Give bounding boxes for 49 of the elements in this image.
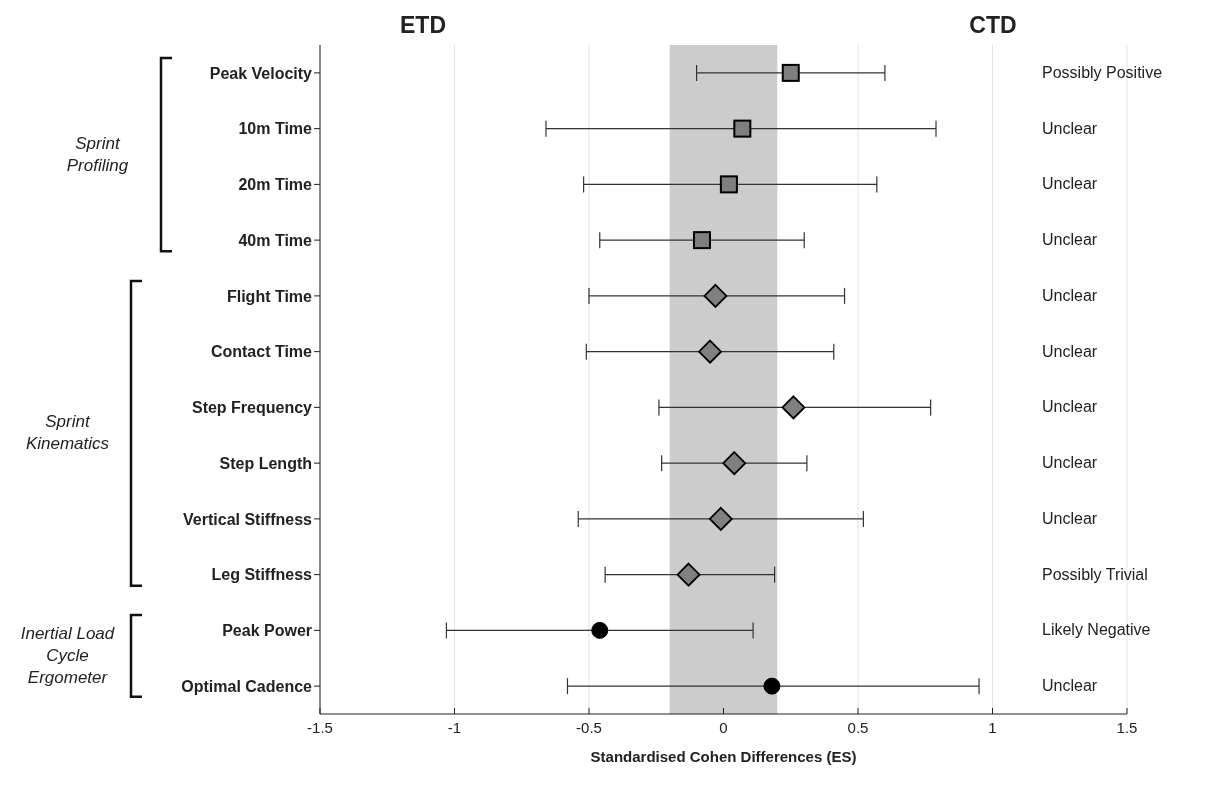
point — [698, 339, 722, 364]
x-tick-label: 0 — [719, 718, 728, 736]
y-tick-label: 20m Time — [238, 176, 313, 194]
point — [703, 283, 728, 308]
annotation: Unclear — [1042, 230, 1098, 251]
annotation: Unclear — [1042, 397, 1098, 418]
point — [719, 175, 738, 194]
y-tick-label: Contact Time — [210, 343, 313, 361]
point — [692, 231, 711, 250]
annotation: Unclear — [1042, 341, 1098, 362]
annotation: Possibly Positive — [1042, 62, 1163, 83]
annotation: Likely Negative — [1042, 620, 1151, 641]
y-tick-label: 10m Time — [238, 120, 313, 138]
annotation: Unclear — [1042, 174, 1098, 195]
y-tick-label: Peak Power — [222, 622, 312, 640]
point — [733, 119, 752, 138]
point — [763, 677, 781, 695]
annotation: Unclear — [1042, 118, 1098, 139]
x-tick-label: -1 — [447, 718, 462, 736]
text: ETD — [399, 12, 447, 39]
y-tick-label: Flight Time — [226, 287, 313, 305]
y-tick-label: Peak Velocity — [209, 64, 313, 82]
text: Sprint Profiling — [65, 132, 130, 177]
x-tick-label: -1.5 — [307, 718, 333, 736]
y-tick-label: Leg Stiffness — [211, 566, 313, 584]
annotation: Unclear — [1042, 676, 1098, 697]
x-axis-title: Standardised Cohen Differences (ES) — [590, 748, 857, 765]
x-tick-label: 0.5 — [847, 718, 869, 736]
x-tick-label: 1.5 — [1116, 718, 1138, 736]
point — [676, 562, 701, 587]
text: Inertial Load Cycle Ergometer — [19, 623, 116, 690]
annotation: Possibly Trivial — [1042, 564, 1148, 585]
y-tick-label: Step Length — [219, 454, 312, 472]
point — [781, 395, 806, 420]
annotation: Unclear — [1042, 508, 1098, 529]
text: CTD — [968, 12, 1018, 39]
y-tick-label: Vertical Stiffness — [183, 510, 313, 528]
point — [708, 506, 733, 531]
x-tick-label: 1 — [988, 718, 997, 736]
y-tick-label: Optimal Cadence — [181, 677, 313, 695]
point — [722, 451, 747, 476]
point — [781, 63, 800, 82]
y-tick-label: Step Frequency — [191, 399, 313, 417]
annotation: Unclear — [1042, 453, 1098, 474]
annotation: Unclear — [1042, 285, 1098, 306]
point — [591, 621, 609, 639]
y-tick-label: 40m Time — [238, 231, 313, 249]
text: Sprint Kinematics — [24, 411, 111, 456]
x-tick-label: -0.5 — [576, 718, 602, 736]
